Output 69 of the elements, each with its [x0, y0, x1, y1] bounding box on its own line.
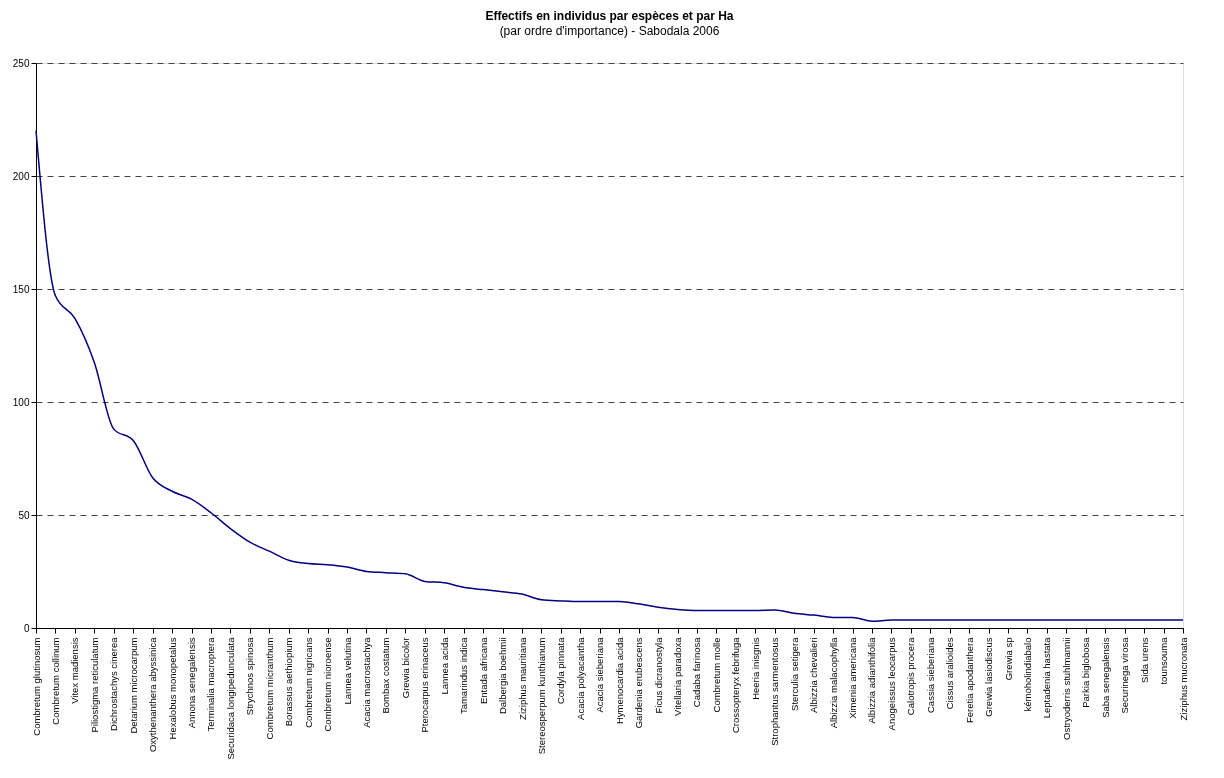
x-tick-label: Leptadenia hastata: [1041, 636, 1053, 719]
x-tick-label: Albizzia adianthifolia: [866, 636, 878, 724]
y-tick-label: 150: [12, 283, 30, 295]
y-tick-label: 250: [12, 57, 30, 69]
line-series: [35, 130, 1184, 622]
y-tick-label: 0: [23, 622, 30, 634]
x-tick-label: Ziziphus mucronata: [1177, 636, 1189, 721]
x-tick-label: Detarium microcarpum: [127, 637, 139, 734]
x-tick-label: Albizzia malacophylla: [827, 636, 839, 729]
x-tick-label: Combretum glutinosum: [30, 637, 42, 736]
x-tick-label: Securinega virosa: [1119, 636, 1131, 714]
x-tick-label: Tamarindus indica: [458, 636, 470, 715]
y-tick-label: 50: [18, 509, 30, 521]
x-tick-label: Oxythenanthera abyssinica: [147, 636, 159, 753]
x-tick-label: Entada africana: [477, 636, 489, 705]
x-tick-label: Combretum nigricans: [302, 637, 314, 728]
x-tick-label: Crossopteryx febrifuga: [730, 636, 742, 734]
x-tick-label: Anogeissus leocarpus: [885, 637, 897, 731]
x-tick-label: Heeria inisgnis: [749, 637, 761, 700]
x-tick-label: Borassus aethiopium: [283, 637, 295, 727]
x-tick-label: Parkia biglobosa: [1080, 636, 1092, 708]
x-tick-label: Piliostigma reticulatum: [88, 637, 100, 733]
x-tick-label: Albizzia chevalieri: [808, 637, 820, 714]
x-tick-label: Combretum nioroense: [322, 637, 334, 732]
x-tick-label: Acacia sieberiana: [594, 636, 606, 713]
x-tick-label: Calotropis procera: [905, 636, 917, 716]
x-tick-label: Cassia sieberiana: [924, 636, 936, 714]
x-tick-label: Securidaca longipedunculata: [224, 636, 236, 760]
y-tick-label: 100: [12, 396, 30, 408]
x-tick-label: Acacia polyacantha: [574, 636, 586, 720]
x-tick-label: kémoholindiabalo: [1021, 637, 1033, 712]
x-tick-label: Grewia bicolor: [399, 637, 411, 699]
x-tick-label: Pterocarpus erinaceus: [419, 637, 431, 733]
x-tick-label: Strophantus sarmentosus: [769, 637, 781, 746]
x-tick-label: Grewia sp: [1002, 637, 1014, 681]
x-tick-label: Combretum micranthum: [263, 637, 275, 740]
x-tick-label: Cissus aralioides: [944, 637, 956, 710]
x-tick-label: Ficus dicranostyla: [652, 636, 664, 714]
x-tick-label: Lannea velutina: [341, 636, 353, 705]
x-tick-label: Gardenia erubescens: [633, 637, 645, 729]
chart-subtitle: (par ordre d'importance) - Sabodala 2006: [499, 24, 720, 38]
x-tick-label: Sida urens: [1138, 637, 1150, 683]
x-tick-label: Vitex madiensis: [69, 637, 81, 704]
y-tick-label: 200: [12, 170, 30, 182]
x-tick-label: Combretum molle: [710, 637, 722, 713]
x-tick-label: Grewia lasiodiscus: [983, 637, 995, 717]
x-tick-label: Lannea acida: [438, 636, 450, 695]
x-tick-label: Cadaba farinosa: [691, 636, 703, 708]
x-tick-label: Cordyla pinnata: [555, 636, 567, 705]
x-tick-label: Combretum collinum: [49, 637, 61, 725]
x-tick-label: tounsouma: [1158, 636, 1170, 685]
x-tick-label: Bombax costatum: [380, 637, 392, 714]
x-tick-label: Stereosperpum kunthianum: [535, 637, 547, 755]
x-tick-label: Ximenia americana: [847, 636, 859, 719]
x-tick-label: Annona senegalensis: [186, 637, 198, 729]
x-tick-label: Dichrostachys cinerea: [108, 636, 120, 731]
x-tick-label: Acacia macrostachya: [360, 636, 372, 728]
x-tick-label: Terminalia macroptera: [205, 636, 217, 732]
x-tick-label: Dalbergia boehmii: [497, 637, 509, 715]
x-tick-label: Vitellaria paradoxa: [672, 636, 684, 717]
x-tick-label: Ostryoderris stuhlmannii: [1060, 637, 1072, 740]
x-tick-label: Saba senegalensis: [1099, 637, 1111, 718]
x-tick-label: Hymenocardia acida: [613, 636, 625, 725]
x-tick-label: Hexalobus monopetalus: [166, 637, 178, 740]
x-tick-label: Strychnos spinosa: [244, 636, 256, 716]
chart-title: Effectifs en individus par espèces et par Ha: [485, 9, 734, 23]
x-tick-label: Sterculia setigera: [788, 636, 800, 711]
x-tick-label: Feretia apodanthera: [963, 636, 975, 724]
x-tick-label: Ziziphus mauritiana: [516, 636, 528, 720]
